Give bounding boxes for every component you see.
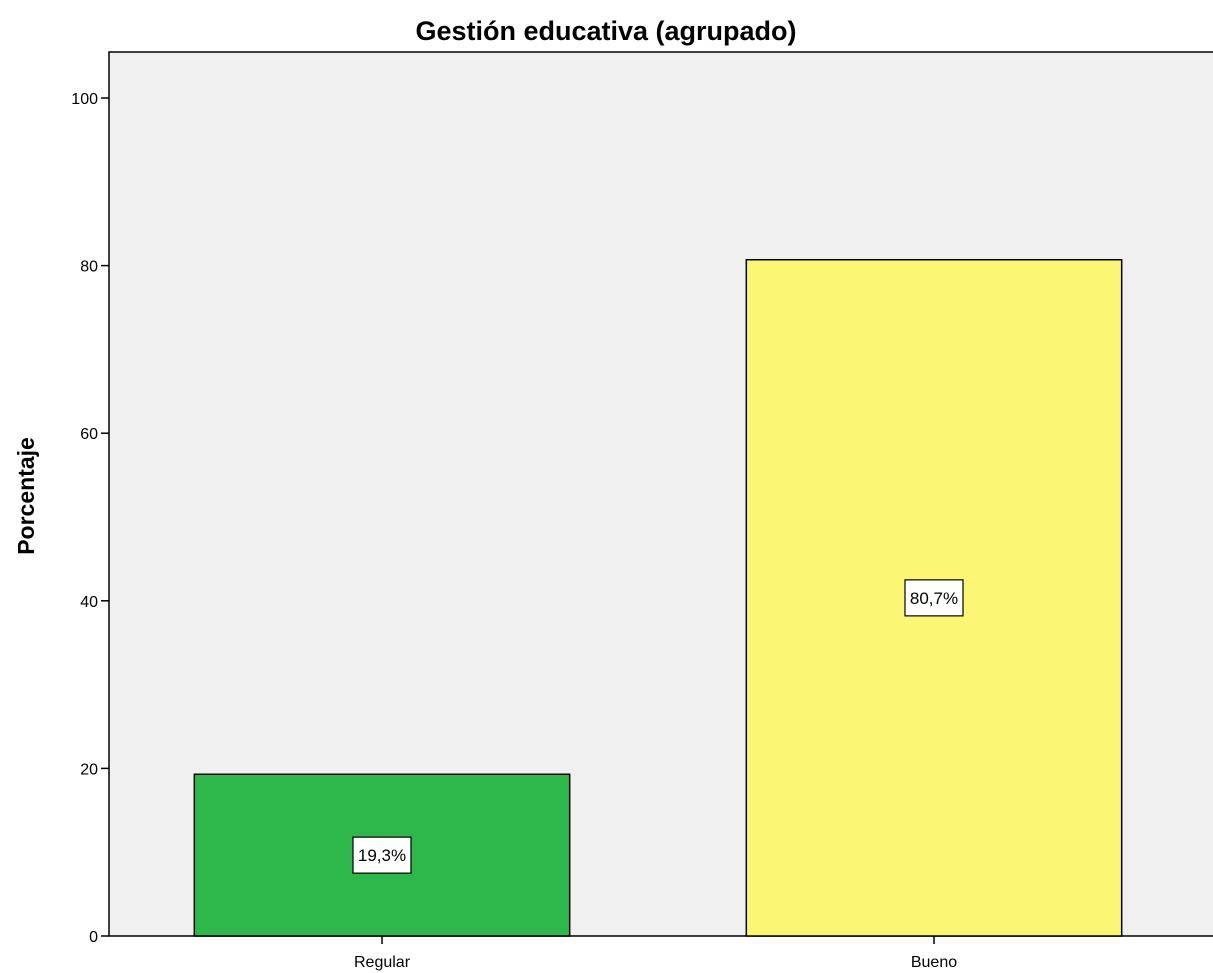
y-axis: 0 20 40 60 80 100	[71, 91, 109, 946]
chart-title: Gestión educativa (agrupado)	[415, 16, 796, 46]
y-tick-label: 100	[71, 91, 98, 108]
y-tick-label: 40	[80, 594, 98, 611]
y-tick-label: 20	[80, 761, 98, 778]
x-tick-label: Regular	[354, 954, 411, 971]
data-label: 80,7%	[910, 589, 958, 608]
data-label-box	[904, 579, 964, 617]
data-labels-layer: 19,3% 80,7%	[352, 579, 964, 874]
data-label-box	[352, 836, 412, 874]
y-tick-label: 0	[89, 929, 98, 946]
data-label: 19,3%	[358, 846, 406, 865]
x-tick-label: Bueno	[911, 954, 957, 971]
y-tick-label: 60	[80, 426, 98, 443]
y-tick-label: 80	[80, 259, 98, 276]
x-axis: Regular Bueno	[354, 936, 957, 971]
y-axis-title: Porcentaje	[13, 437, 39, 555]
